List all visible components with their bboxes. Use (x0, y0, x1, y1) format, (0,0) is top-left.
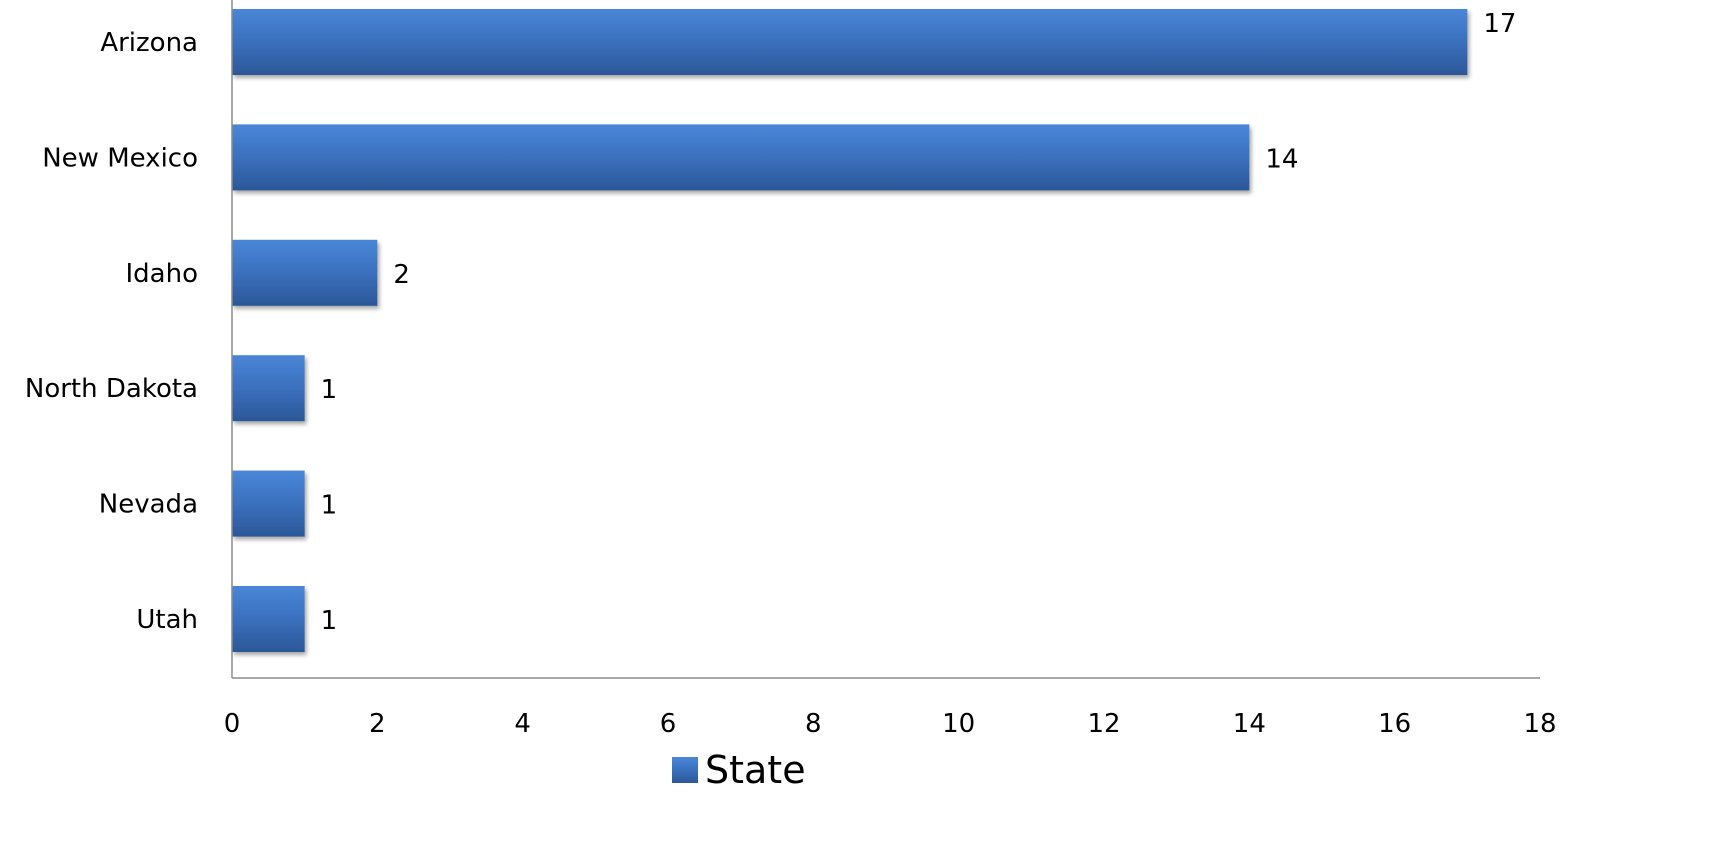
bar-idaho (232, 239, 378, 306)
data-label: 1 (321, 491, 338, 521)
category-label: New Mexico (42, 143, 198, 173)
legend-label: State (705, 748, 806, 792)
bar-north-dakota (232, 355, 305, 422)
bar-new-mexico (232, 124, 1250, 191)
legend: State (672, 748, 806, 792)
x-tick-label: 18 (1523, 709, 1556, 739)
bar-arizona (232, 9, 1468, 75)
category-label: Arizona (100, 28, 198, 58)
category-label: Idaho (126, 259, 199, 289)
category-label: North Dakota (25, 374, 198, 404)
data-label: 1 (321, 375, 338, 405)
x-tick-label: 0 (224, 709, 241, 739)
data-label: 2 (393, 260, 410, 290)
category-labels: Arizona New Mexico Idaho North Dakota Nevada… (25, 28, 198, 635)
data-label: 14 (1265, 144, 1298, 174)
legend-swatch (672, 757, 698, 783)
x-tick-label: 16 (1378, 709, 1411, 739)
x-tick-label: 10 (942, 709, 975, 739)
data-label: 17 (1483, 9, 1516, 39)
x-tick-label: 8 (805, 709, 822, 739)
bar-utah (232, 586, 305, 652)
bars-group (232, 9, 1468, 652)
x-tick-label: 2 (369, 709, 386, 739)
x-tick-label: 12 (1087, 709, 1120, 739)
x-tick-label: 14 (1233, 709, 1266, 739)
category-label: Utah (136, 605, 198, 635)
data-labels: 17 14 2 1 1 1 (321, 9, 1517, 636)
x-tick-labels: 0 2 4 6 8 10 12 14 16 18 (224, 709, 1557, 739)
x-tick-label: 6 (660, 709, 677, 739)
category-label: Nevada (99, 490, 198, 520)
x-tick-label: 4 (514, 709, 531, 739)
data-label: 1 (321, 606, 338, 636)
bar-nevada (232, 470, 305, 537)
axes-group (231, 0, 1540, 679)
